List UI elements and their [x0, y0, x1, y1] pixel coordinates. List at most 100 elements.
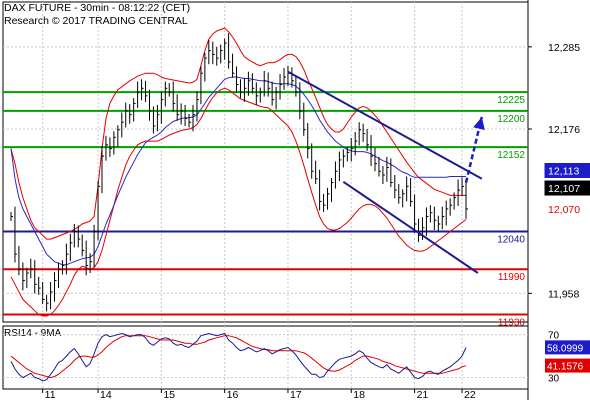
chart-title: DAX FUTURE - 30min - 08:12:22 (CET): [4, 2, 190, 14]
bollinger-upper-line: [10, 27, 466, 240]
price-bar: [457, 179, 461, 206]
level-label: 11990: [498, 272, 526, 283]
price-bar: [414, 194, 417, 234]
price-bar: [22, 262, 25, 291]
price-bar: [279, 73, 283, 100]
x-tick-label: 18: [353, 389, 365, 400]
level-label: 11930: [498, 317, 526, 328]
price-bar: [192, 104, 195, 132]
price-bar: [418, 218, 421, 243]
price-bar: [184, 104, 188, 126]
price-bar: [164, 81, 168, 107]
price-bar: [425, 207, 429, 237]
price-bar: [255, 82, 259, 105]
price-bar: [366, 129, 370, 151]
price-bar: [374, 147, 377, 172]
price-bar: [65, 243, 69, 275]
price-bar: [14, 206, 17, 263]
price-bar: [208, 40, 211, 65]
x-tick-label: 15: [163, 389, 175, 400]
price-bar: [26, 267, 29, 289]
bollinger-lower-line: [10, 87, 467, 317]
x-tick-label: 14: [100, 389, 112, 400]
price-bar: [125, 102, 128, 128]
price-bar: [453, 192, 457, 210]
level-label: 12152: [497, 150, 525, 161]
rsi-badge: [545, 340, 590, 355]
rsi-level-label: 70: [548, 331, 560, 342]
price-bar: [220, 44, 223, 64]
price-bar: [362, 123, 366, 142]
price-bar: [445, 200, 449, 226]
price-bar: [228, 33, 231, 69]
price-bar: [299, 82, 302, 120]
price-bar: [350, 138, 354, 162]
price-bar: [354, 132, 358, 156]
price-tick-label: 12,176: [548, 124, 580, 136]
price-bar: [461, 177, 465, 197]
price-bar: [38, 276, 41, 295]
price-bar: [117, 125, 120, 148]
price-bar: [295, 76, 298, 97]
price-bar: [283, 67, 286, 90]
price-bar: [145, 80, 148, 102]
price-bar: [239, 79, 243, 99]
price-bar: [105, 135, 108, 161]
price-bar: [152, 106, 156, 134]
ema-line: [10, 76, 466, 266]
channel-line: [287, 70, 483, 180]
price-badge: [544, 163, 590, 179]
price-bar: [406, 176, 409, 202]
price-bar: [10, 211, 13, 221]
price-bar: [334, 161, 338, 189]
price-bar: [398, 184, 401, 204]
x-tick-label: 21: [417, 389, 429, 400]
price-bar: [323, 193, 326, 212]
price-bar: [129, 104, 132, 124]
price-bar: [315, 160, 318, 185]
x-tick-label: 16: [227, 389, 239, 400]
x-tick-label: 11: [45, 389, 56, 400]
price-bar: [433, 206, 437, 231]
price-badge-label: 12,107: [548, 183, 580, 195]
price-bar: [338, 151, 342, 182]
price-bar: [410, 178, 413, 207]
price-bar: [390, 158, 393, 188]
price-badge: [544, 180, 590, 196]
rsi-badge: [545, 358, 590, 373]
price-bar: [291, 67, 294, 88]
price-bar: [394, 175, 397, 199]
x-tick-label: 22: [464, 389, 476, 400]
rsi-panel-frame: [2, 325, 529, 390]
price-bar: [180, 103, 184, 125]
price-bar: [330, 178, 334, 203]
rsi-panel-label: RSI14 - 9MA: [4, 328, 62, 339]
price-bar: [93, 224, 97, 267]
x-tick-label: 17: [290, 389, 302, 400]
price-bar: [243, 77, 247, 102]
price-bar: [204, 52, 207, 82]
price-bar: [287, 65, 290, 87]
price-bar: [465, 178, 468, 219]
price-bar: [172, 81, 176, 112]
price-bar: [319, 169, 322, 211]
chart-subtitle: Research © 2017 TRADING CENTRAL: [4, 15, 188, 27]
rsi-badge-label: 41.1576: [547, 362, 584, 373]
data-layer: [3, 27, 590, 382]
price-bar: [18, 245, 21, 276]
price-bar: [69, 233, 73, 261]
price-bar: [148, 89, 152, 121]
price-badge-label: 12,070: [548, 204, 580, 216]
price-bar: [77, 225, 81, 248]
price-bar: [232, 53, 235, 78]
rsi-level-label: 30: [548, 374, 560, 385]
price-bar: [121, 112, 124, 138]
price-bar: [449, 198, 453, 216]
channel-line: [342, 180, 479, 274]
price-bar: [382, 165, 385, 185]
price-bar: [109, 137, 112, 157]
price-bar: [156, 104, 160, 132]
price-bar: [358, 122, 362, 146]
price-bar: [200, 66, 203, 105]
price-bar: [251, 73, 255, 94]
